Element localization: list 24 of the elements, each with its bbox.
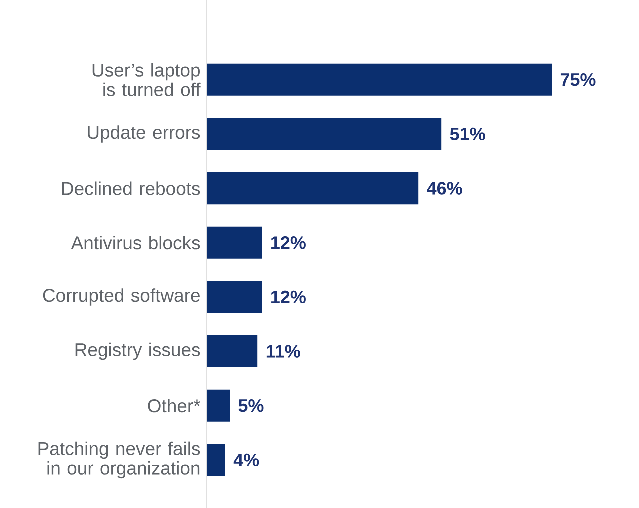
bar — [207, 226, 262, 259]
bar — [207, 172, 419, 205]
bar — [207, 118, 442, 150]
y-tick-label: Registry issues — [76, 342, 200, 360]
bar — [207, 281, 262, 314]
y-tick-label: Other* — [148, 399, 201, 413]
y-tick-label: User’s laptop is turned off — [92, 63, 201, 96]
y-tick-label: Declined reboots — [62, 182, 200, 196]
bar — [207, 336, 258, 368]
data-label: 5% — [238, 400, 264, 412]
bar — [207, 444, 226, 476]
y-tick-label: Patching never fails in our organization — [38, 442, 200, 479]
y-tick-label: Update errors — [88, 126, 200, 143]
data-label: 11% — [266, 345, 300, 358]
data-label: 51% — [450, 128, 486, 141]
bar — [207, 64, 552, 96]
data-label: 12% — [272, 290, 306, 304]
y-tick-label: Antivirus blocks — [71, 236, 200, 250]
y-tick-label: Corrupted software — [43, 288, 200, 306]
bar — [207, 390, 230, 422]
data-label: 12% — [272, 236, 306, 250]
data-label: 4% — [234, 454, 260, 467]
data-label: 46% — [427, 182, 462, 195]
data-label: 75% — [560, 74, 596, 86]
